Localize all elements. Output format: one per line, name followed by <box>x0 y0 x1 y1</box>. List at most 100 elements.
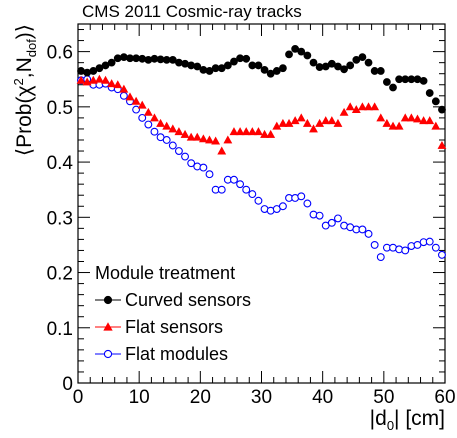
data-point <box>94 74 104 83</box>
data-point <box>223 61 232 70</box>
series-curved-sensors <box>77 44 446 114</box>
y-tick-label: 0.4 <box>47 153 74 174</box>
data-point <box>266 129 276 138</box>
data-point <box>254 196 263 205</box>
data-point <box>217 146 227 155</box>
data-point <box>198 134 208 143</box>
data-point <box>181 152 189 161</box>
legend-entry: Curved sensors <box>95 290 251 310</box>
data-point <box>358 53 367 62</box>
data-point <box>156 118 165 127</box>
data-point <box>235 127 245 136</box>
data-point <box>248 190 257 199</box>
data-point <box>394 121 404 130</box>
data-point <box>382 118 392 127</box>
data-point <box>400 113 410 122</box>
y-axis-label: ⟨Prob(χ2,Ndof)⟩ <box>11 24 39 156</box>
data-point <box>247 127 257 136</box>
data-point <box>254 61 263 70</box>
data-point <box>309 58 318 67</box>
data-point <box>113 80 123 89</box>
data-point <box>223 135 233 144</box>
data-point <box>174 127 184 136</box>
data-point <box>340 65 348 74</box>
data-point <box>303 199 312 208</box>
x-tick-label: 0 <box>73 387 84 408</box>
data-point <box>303 51 312 60</box>
data-point <box>88 75 98 84</box>
data-point <box>162 121 172 130</box>
data-point <box>297 192 306 201</box>
data-point <box>431 97 440 106</box>
data-point <box>364 229 373 238</box>
data-point <box>346 61 355 70</box>
data-point <box>321 116 331 125</box>
data-point <box>242 54 251 63</box>
data-point <box>137 100 147 109</box>
data-point <box>333 118 343 127</box>
data-point <box>168 141 177 150</box>
data-point <box>119 84 129 93</box>
y-tick-label: 0.2 <box>47 264 73 285</box>
data-point <box>364 58 373 67</box>
data-point <box>107 58 116 67</box>
data-point <box>370 240 379 249</box>
data-point <box>168 124 178 133</box>
legend-marker <box>103 349 113 359</box>
data-point <box>150 113 159 122</box>
data-point <box>302 118 312 127</box>
data-point <box>186 132 196 141</box>
data-point <box>144 120 153 129</box>
x-tick-label: 40 <box>312 387 333 408</box>
data-point <box>431 243 440 252</box>
data-point <box>296 113 306 122</box>
data-point <box>376 253 385 262</box>
data-point <box>143 107 153 116</box>
data-point <box>358 225 367 234</box>
data-point <box>413 114 422 123</box>
data-point <box>241 127 251 136</box>
data-point <box>437 250 446 259</box>
x-tick-label: 20 <box>190 387 211 408</box>
data-point <box>193 62 202 71</box>
legend-label: Curved sensors <box>125 290 251 310</box>
data-point <box>370 102 380 111</box>
y-tick-label: 0.1 <box>47 319 73 340</box>
data-point <box>254 127 263 136</box>
data-point <box>272 121 282 130</box>
data-point <box>211 136 221 145</box>
data-point <box>425 237 434 246</box>
data-point <box>260 65 269 74</box>
data-point <box>345 102 355 111</box>
x-tick-label: 10 <box>129 387 150 408</box>
legend-label: Flat sensors <box>125 317 223 337</box>
data-point <box>174 147 183 155</box>
data-point <box>388 121 398 130</box>
data-point <box>290 116 300 125</box>
data-point <box>119 91 128 100</box>
data-point <box>236 180 245 189</box>
data-point <box>192 132 202 141</box>
data-point <box>425 116 435 125</box>
data-point <box>327 218 336 227</box>
data-point <box>351 105 361 114</box>
series-flat-sensors <box>76 74 447 155</box>
y-tick-label: 0.3 <box>47 208 73 229</box>
data-point <box>187 159 196 168</box>
legend-marker <box>103 295 113 305</box>
data-point <box>315 118 325 127</box>
data-point <box>180 129 190 138</box>
y-tick-label: 0.5 <box>47 98 73 119</box>
data-point <box>229 127 239 136</box>
legend-entry: Flat modules <box>95 344 228 364</box>
data-point <box>376 67 385 75</box>
data-point <box>339 107 349 116</box>
data-point <box>138 113 147 122</box>
chart-title: CMS 2011 Cosmic-ray tracks <box>82 2 302 21</box>
data-point <box>437 140 447 149</box>
data-point <box>205 170 214 179</box>
data-point <box>406 113 416 122</box>
data-point <box>285 50 293 59</box>
data-point <box>284 118 294 127</box>
data-point <box>76 75 86 84</box>
